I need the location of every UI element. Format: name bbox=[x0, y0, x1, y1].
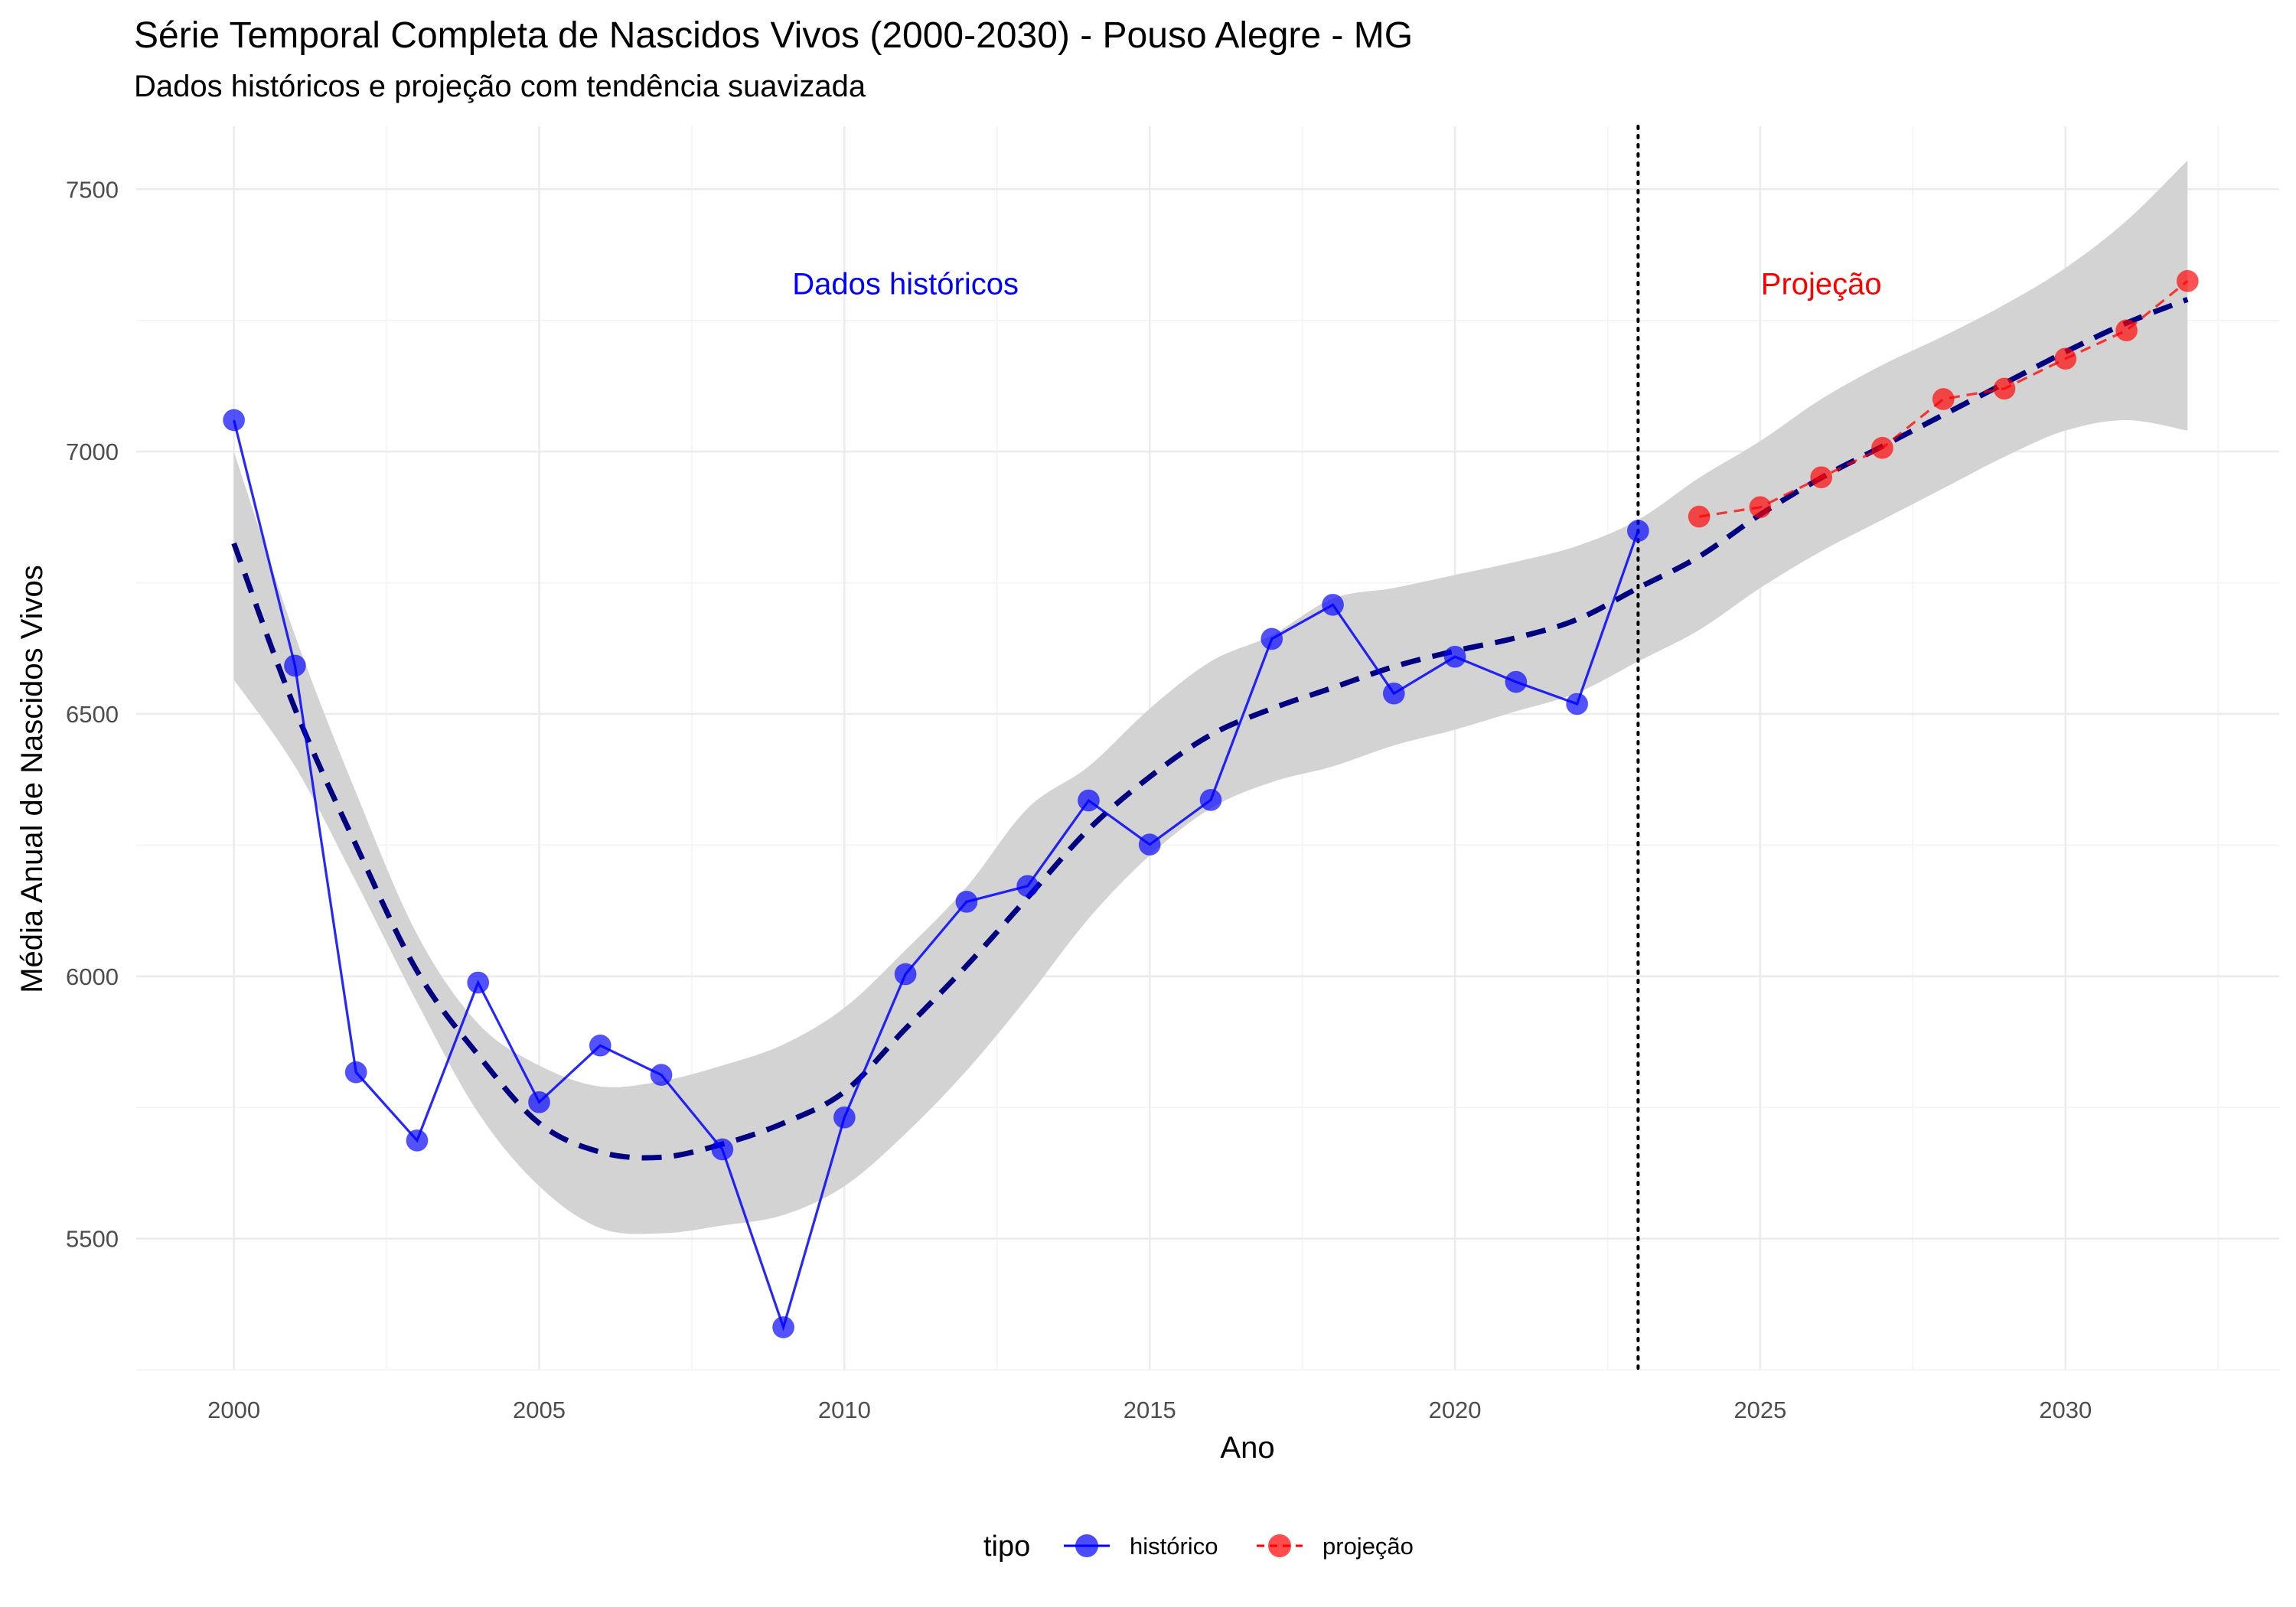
data-point-historico-2008 bbox=[711, 1138, 734, 1161]
data-point-historico-2014 bbox=[1077, 789, 1100, 812]
series-lines bbox=[233, 280, 2189, 1332]
legend-key-projecao-point bbox=[1268, 1534, 1291, 1557]
series-line-projecao bbox=[1698, 280, 2189, 518]
legend-item-historico: histórico bbox=[1064, 1533, 1218, 1560]
chart-subtitle: Dados históricos e projeção com tendênci… bbox=[134, 70, 866, 103]
legend-item-projecao: projeção bbox=[1257, 1533, 1414, 1560]
data-point-historico-2018 bbox=[1322, 593, 1345, 616]
y-axis-ticks: 5500 6000 6500 7000 7500 bbox=[66, 176, 119, 1252]
x-tick-label-2015: 2015 bbox=[1124, 1397, 1176, 1423]
legend: tipo histórico projeção bbox=[983, 1530, 1414, 1563]
data-point-historico-2021 bbox=[1505, 670, 1528, 693]
data-point-historico-2022 bbox=[1566, 693, 1589, 715]
data-point-historico-2004 bbox=[467, 971, 490, 994]
data-point-historico-2019 bbox=[1382, 682, 1405, 705]
data-point-historico-2006 bbox=[589, 1034, 612, 1057]
x-axis-title: Ano bbox=[1220, 1431, 1274, 1465]
data-point-projecao-2029 bbox=[1993, 377, 2016, 400]
data-point-historico-2001 bbox=[283, 654, 306, 677]
trend-line bbox=[231, 297, 2189, 1161]
x-tick-label-2025: 2025 bbox=[1733, 1397, 1786, 1423]
data-point-historico-2017 bbox=[1261, 627, 1283, 650]
y-axis-title: Média Anual de Nascidos Vivos bbox=[15, 565, 49, 993]
data-point-historico-2023 bbox=[1626, 520, 1649, 543]
y-tick-label-6500: 6500 bbox=[66, 701, 119, 728]
data-point-projecao-2028 bbox=[1932, 388, 1955, 411]
data-point-historico-2002 bbox=[344, 1061, 367, 1084]
y-tick-label-5500: 5500 bbox=[66, 1226, 119, 1253]
data-point-projecao-2027 bbox=[1870, 436, 1893, 459]
x-axis-ticks: 2000 2005 2010 2015 2020 2025 2030 bbox=[207, 1397, 2092, 1423]
data-point-projecao-2024 bbox=[1688, 505, 1711, 528]
data-point-historico-2005 bbox=[527, 1090, 550, 1113]
x-tick-label-2010: 2010 bbox=[818, 1397, 871, 1423]
annotation-projecao: Projeção bbox=[1761, 268, 1882, 302]
annotation-dados-historicos: Dados históricos bbox=[792, 268, 1019, 302]
y-tick-label-6000: 6000 bbox=[66, 963, 119, 990]
plot-area: Dados históricos Projeção bbox=[136, 125, 2279, 1371]
data-point-historico-2010 bbox=[833, 1106, 856, 1129]
data-point-historico-2000 bbox=[223, 409, 246, 432]
data-point-projecao-2031 bbox=[2115, 319, 2138, 342]
chart-title: Série Temporal Completa de Nascidos Vivo… bbox=[134, 15, 1413, 56]
x-tick-label-2030: 2030 bbox=[2039, 1397, 2092, 1423]
data-point-historico-2013 bbox=[1016, 875, 1039, 898]
data-point-historico-2003 bbox=[406, 1129, 429, 1152]
data-point-projecao-2025 bbox=[1749, 496, 1772, 519]
series-points bbox=[223, 269, 2199, 1338]
annotations: Dados históricos Projeção bbox=[792, 268, 1881, 302]
legend-label-historico: histórico bbox=[1130, 1533, 1218, 1560]
series-line-historico bbox=[233, 419, 1639, 1332]
grid-minor bbox=[136, 126, 2279, 1371]
y-tick-label-7000: 7000 bbox=[66, 438, 119, 465]
data-point-projecao-2026 bbox=[1810, 466, 1833, 489]
data-point-historico-2020 bbox=[1443, 645, 1466, 668]
data-point-historico-2007 bbox=[650, 1064, 673, 1087]
x-tick-label-2005: 2005 bbox=[513, 1397, 566, 1423]
data-point-projecao-2032 bbox=[2176, 269, 2199, 292]
data-point-historico-2009 bbox=[772, 1315, 795, 1338]
data-point-projecao-2030 bbox=[2054, 347, 2077, 370]
legend-label-projecao: projeção bbox=[1322, 1533, 1414, 1560]
data-point-historico-2012 bbox=[955, 890, 978, 913]
legend-key-historico-point bbox=[1075, 1534, 1098, 1557]
y-tick-label-7500: 7500 bbox=[66, 176, 119, 203]
data-point-historico-2015 bbox=[1138, 833, 1161, 856]
data-point-historico-2011 bbox=[894, 963, 917, 986]
trend-confidence-band bbox=[233, 160, 2188, 1234]
x-tick-label-2020: 2020 bbox=[1429, 1397, 1482, 1423]
legend-title: tipo bbox=[983, 1530, 1030, 1563]
data-point-historico-2016 bbox=[1199, 788, 1222, 811]
x-tick-label-2000: 2000 bbox=[207, 1397, 260, 1423]
